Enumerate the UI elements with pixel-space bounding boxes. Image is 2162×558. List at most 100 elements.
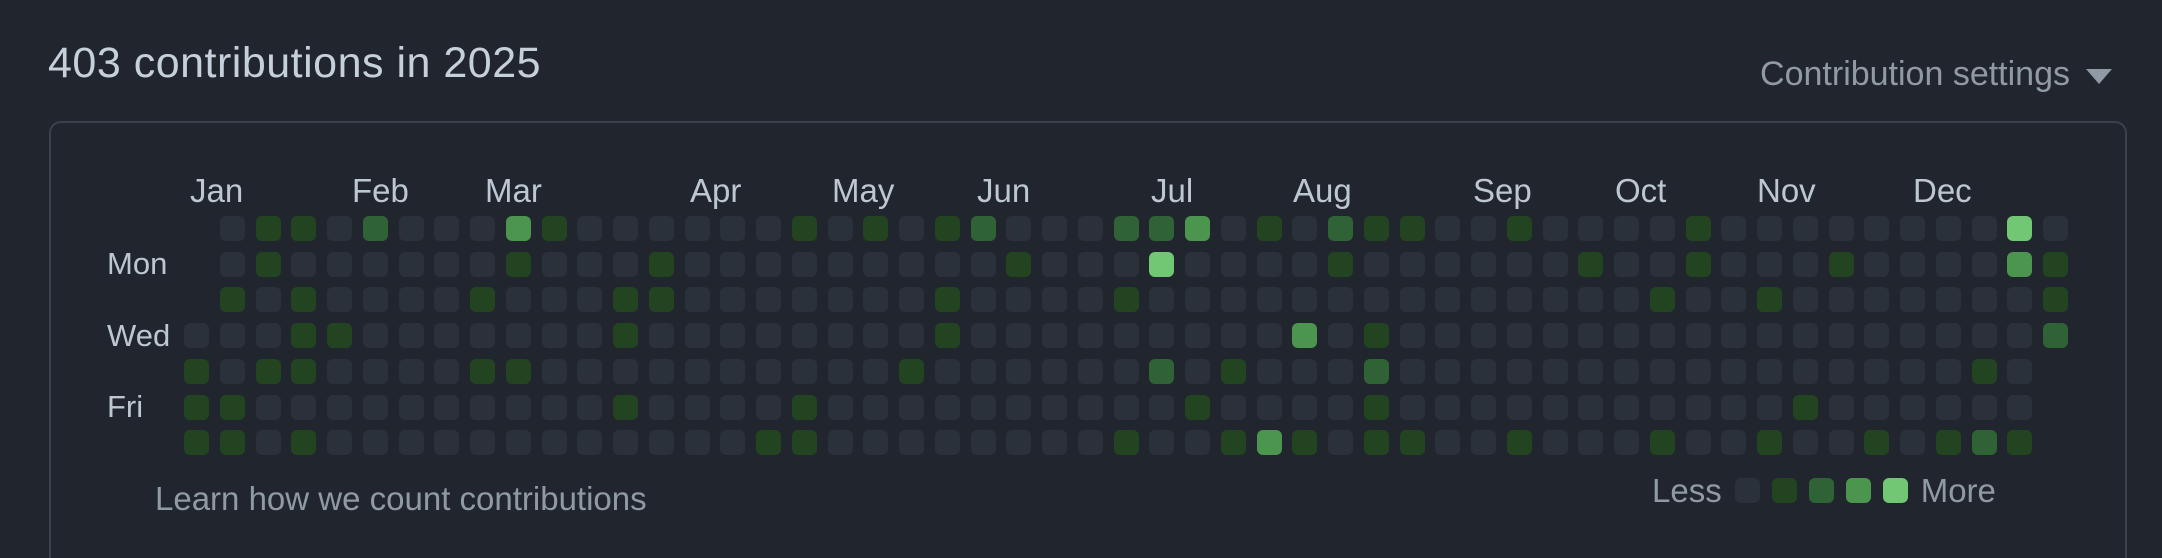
contribution-cell[interactable] bbox=[863, 216, 889, 241]
contribution-cell[interactable] bbox=[505, 358, 531, 384]
contribution-cell[interactable] bbox=[1220, 251, 1246, 277]
contribution-cell[interactable] bbox=[541, 358, 567, 384]
contribution-cell[interactable] bbox=[1757, 251, 1782, 277]
contribution-cell[interactable] bbox=[720, 323, 746, 349]
contribution-cell[interactable] bbox=[613, 358, 638, 384]
contribution-cell[interactable] bbox=[1828, 216, 1854, 241]
contribution-cell[interactable] bbox=[1757, 323, 1782, 349]
contribution-cell[interactable] bbox=[1649, 287, 1675, 313]
contribution-cell[interactable] bbox=[2043, 216, 2068, 241]
contribution-cell[interactable] bbox=[1399, 216, 1425, 241]
contribution-cell[interactable] bbox=[327, 216, 352, 241]
contribution-cell[interactable] bbox=[1900, 216, 1925, 241]
contribution-cell[interactable] bbox=[791, 323, 817, 349]
contribution-cell[interactable] bbox=[470, 358, 495, 384]
contribution-cell[interactable] bbox=[1935, 251, 1961, 277]
contribution-cell[interactable] bbox=[1435, 430, 1461, 456]
contribution-cell[interactable] bbox=[1828, 323, 1854, 349]
contribution-cell[interactable] bbox=[1721, 323, 1747, 349]
contribution-cell[interactable] bbox=[2007, 394, 2033, 420]
contribution-cell[interactable] bbox=[398, 216, 424, 241]
contribution-cell[interactable] bbox=[1328, 216, 1353, 241]
contribution-cell[interactable] bbox=[505, 287, 531, 313]
contribution-cell[interactable] bbox=[863, 394, 889, 420]
contribution-cell[interactable] bbox=[505, 323, 531, 349]
contribution-cell[interactable] bbox=[1256, 358, 1282, 384]
contribution-cell[interactable] bbox=[505, 394, 531, 420]
contribution-cell[interactable] bbox=[1864, 323, 1890, 349]
contribution-cell[interactable] bbox=[1792, 251, 1818, 277]
contribution-cell[interactable] bbox=[1649, 216, 1675, 241]
contribution-cell[interactable] bbox=[1542, 251, 1568, 277]
contribution-cell[interactable] bbox=[720, 358, 746, 384]
contribution-cell[interactable] bbox=[1185, 358, 1210, 384]
contribution-cell[interactable] bbox=[1935, 358, 1961, 384]
contribution-cell[interactable] bbox=[219, 216, 245, 241]
contribution-cell[interactable] bbox=[291, 430, 317, 456]
contribution-cell[interactable] bbox=[2007, 358, 2033, 384]
contribution-cell[interactable] bbox=[255, 287, 281, 313]
contribution-cell[interactable] bbox=[1292, 216, 1318, 241]
contribution-cell[interactable] bbox=[398, 394, 424, 420]
contribution-cell[interactable] bbox=[613, 216, 638, 241]
contribution-cell[interactable] bbox=[255, 358, 281, 384]
contribution-cell[interactable] bbox=[1113, 394, 1139, 420]
contribution-cell[interactable] bbox=[1042, 430, 1067, 456]
contribution-cell[interactable] bbox=[970, 216, 996, 241]
contribution-cell[interactable] bbox=[1220, 216, 1246, 241]
contribution-cell[interactable] bbox=[1328, 287, 1353, 313]
contribution-cell[interactable] bbox=[1685, 358, 1711, 384]
contribution-cell[interactable] bbox=[1792, 394, 1818, 420]
contribution-cell[interactable] bbox=[577, 430, 603, 456]
contribution-cell[interactable] bbox=[362, 287, 388, 313]
contribution-cell[interactable] bbox=[362, 358, 388, 384]
contribution-cell[interactable] bbox=[791, 216, 817, 241]
contribution-cell[interactable] bbox=[756, 251, 781, 277]
contribution-cell[interactable] bbox=[1542, 430, 1568, 456]
contribution-cell[interactable] bbox=[899, 394, 924, 420]
contribution-cell[interactable] bbox=[1435, 287, 1461, 313]
contribution-cell[interactable] bbox=[720, 394, 746, 420]
contribution-cell[interactable] bbox=[1971, 323, 1997, 349]
contribution-cell[interactable] bbox=[1471, 430, 1496, 456]
contribution-cell[interactable] bbox=[1614, 251, 1639, 277]
contribution-cell[interactable] bbox=[1864, 358, 1890, 384]
contribution-cell[interactable] bbox=[1149, 287, 1175, 313]
contribution-cell[interactable] bbox=[791, 394, 817, 420]
contribution-cell[interactable] bbox=[184, 358, 209, 384]
contribution-cell[interactable] bbox=[720, 430, 746, 456]
contribution-cell[interactable] bbox=[1828, 251, 1854, 277]
contribution-cell[interactable] bbox=[219, 251, 245, 277]
contribution-cell[interactable] bbox=[1471, 394, 1496, 420]
contribution-cell[interactable] bbox=[184, 323, 209, 349]
contribution-cell[interactable] bbox=[1077, 216, 1103, 241]
contribution-cell[interactable] bbox=[720, 287, 746, 313]
contribution-cell[interactable] bbox=[327, 394, 352, 420]
contribution-cell[interactable] bbox=[756, 430, 781, 456]
contribution-cell[interactable] bbox=[1757, 358, 1782, 384]
contribution-cell[interactable] bbox=[1828, 394, 1854, 420]
contribution-cell[interactable] bbox=[899, 287, 924, 313]
contribution-cell[interactable] bbox=[1185, 394, 1210, 420]
contribution-cell[interactable] bbox=[1113, 430, 1139, 456]
contribution-cell[interactable] bbox=[1828, 430, 1854, 456]
contribution-cell[interactable] bbox=[1614, 216, 1639, 241]
contribution-cell[interactable] bbox=[1363, 287, 1389, 313]
contribution-cell[interactable] bbox=[255, 430, 281, 456]
contribution-cell[interactable] bbox=[1256, 216, 1282, 241]
contribution-cell[interactable] bbox=[1864, 287, 1890, 313]
contribution-cell[interactable] bbox=[505, 430, 531, 456]
contribution-cell[interactable] bbox=[827, 358, 853, 384]
contribution-cell[interactable] bbox=[470, 287, 495, 313]
contribution-cell[interactable] bbox=[398, 251, 424, 277]
contribution-cell[interactable] bbox=[934, 287, 960, 313]
contribution-cell[interactable] bbox=[1292, 287, 1318, 313]
contribution-cell[interactable] bbox=[1042, 358, 1067, 384]
contribution-cell[interactable] bbox=[1685, 251, 1711, 277]
contribution-cell[interactable] bbox=[1292, 394, 1318, 420]
contribution-cell[interactable] bbox=[1971, 251, 1997, 277]
contribution-cell[interactable] bbox=[1578, 394, 1604, 420]
contribution-cell[interactable] bbox=[1399, 287, 1425, 313]
contribution-cell[interactable] bbox=[1113, 287, 1139, 313]
contribution-cell[interactable] bbox=[684, 358, 710, 384]
